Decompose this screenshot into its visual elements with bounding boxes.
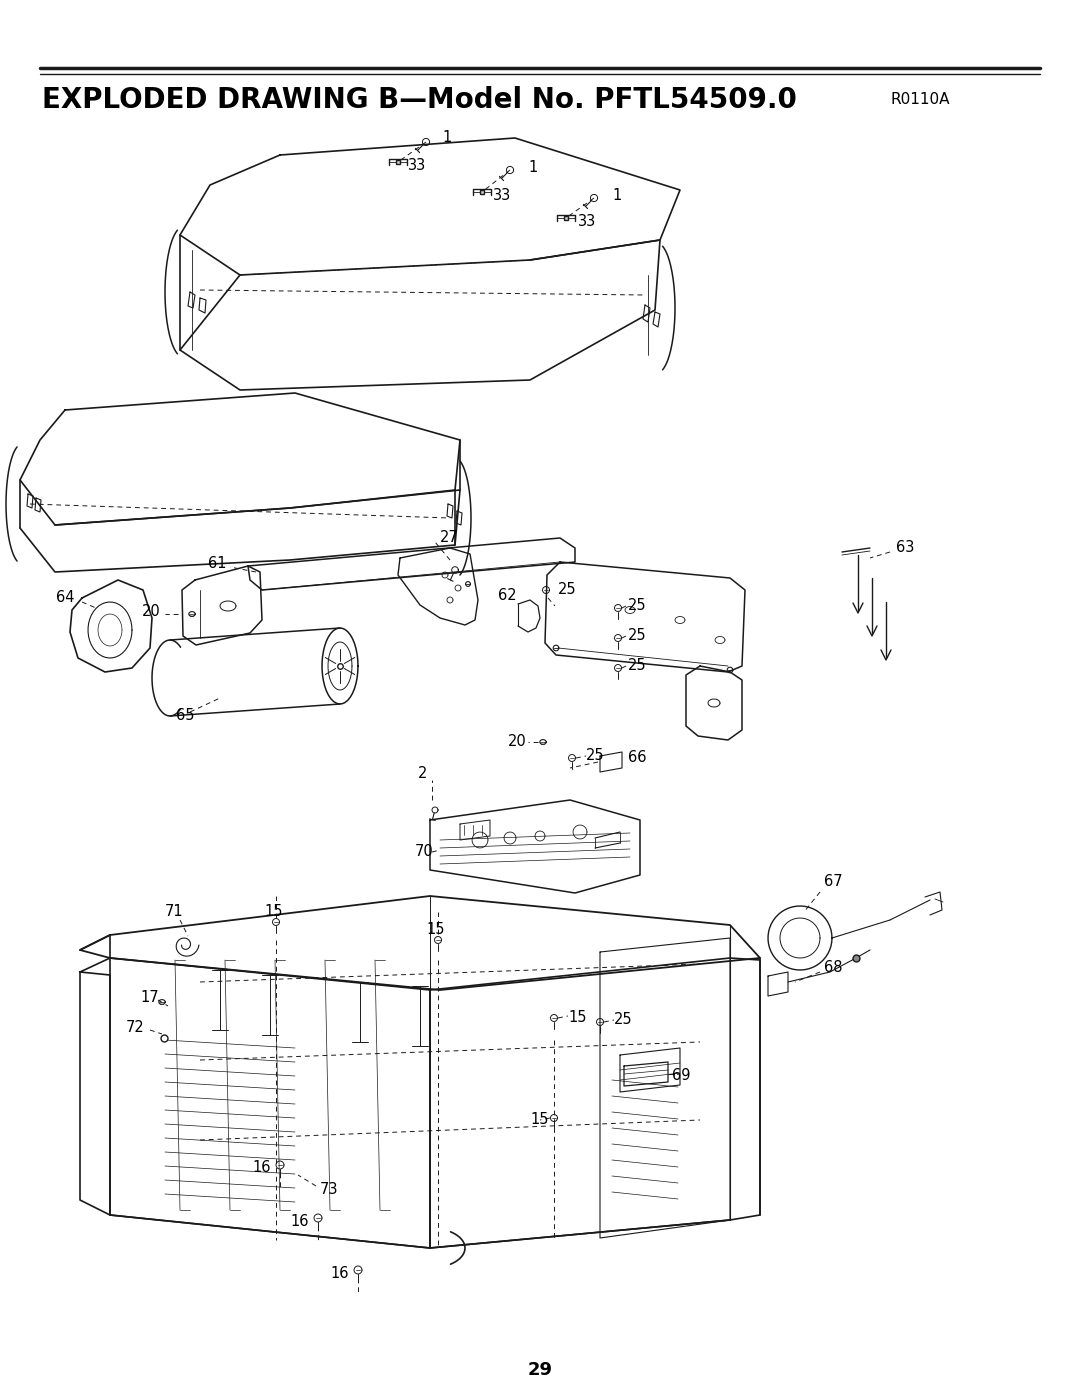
Text: 1: 1	[528, 159, 537, 175]
Text: 71: 71	[165, 904, 184, 919]
Text: R0110A: R0110A	[890, 92, 949, 108]
Text: 17: 17	[140, 990, 159, 1006]
Text: 64: 64	[56, 591, 75, 605]
Text: 15: 15	[264, 904, 283, 919]
Text: 20: 20	[508, 735, 527, 750]
Text: EXPLODED DRAWING B—Model No. PFTL54509.0: EXPLODED DRAWING B—Model No. PFTL54509.0	[42, 87, 797, 115]
Text: 15: 15	[426, 922, 445, 937]
Text: 25: 25	[586, 747, 605, 763]
Text: 16: 16	[291, 1214, 309, 1228]
Text: 25: 25	[558, 583, 577, 598]
Text: 67: 67	[824, 875, 842, 890]
Text: 73: 73	[320, 1182, 338, 1197]
Text: 15: 15	[568, 1010, 586, 1025]
Text: 20: 20	[141, 605, 161, 619]
Text: 33: 33	[578, 215, 596, 229]
Text: 65: 65	[176, 708, 194, 724]
Text: 1: 1	[612, 187, 621, 203]
Text: 1: 1	[442, 130, 451, 145]
Text: 66: 66	[627, 750, 647, 766]
Text: 70: 70	[415, 845, 434, 859]
Text: 29: 29	[527, 1361, 553, 1379]
Text: 15: 15	[530, 1112, 549, 1127]
Text: 33: 33	[408, 158, 427, 173]
Text: 61: 61	[208, 556, 227, 570]
Text: 69: 69	[672, 1067, 690, 1083]
Text: 16: 16	[252, 1161, 270, 1175]
Text: 33: 33	[492, 187, 511, 203]
Text: 27: 27	[440, 529, 459, 545]
Text: 25: 25	[627, 658, 647, 673]
Text: 16: 16	[330, 1266, 349, 1281]
Text: 63: 63	[896, 539, 915, 555]
Text: 25: 25	[615, 1013, 633, 1028]
Text: 25: 25	[627, 598, 647, 613]
Text: 72: 72	[126, 1020, 145, 1035]
Text: 62: 62	[498, 588, 516, 604]
Text: 2: 2	[418, 767, 428, 781]
Text: 25: 25	[627, 629, 647, 644]
Text: 68: 68	[824, 961, 842, 975]
